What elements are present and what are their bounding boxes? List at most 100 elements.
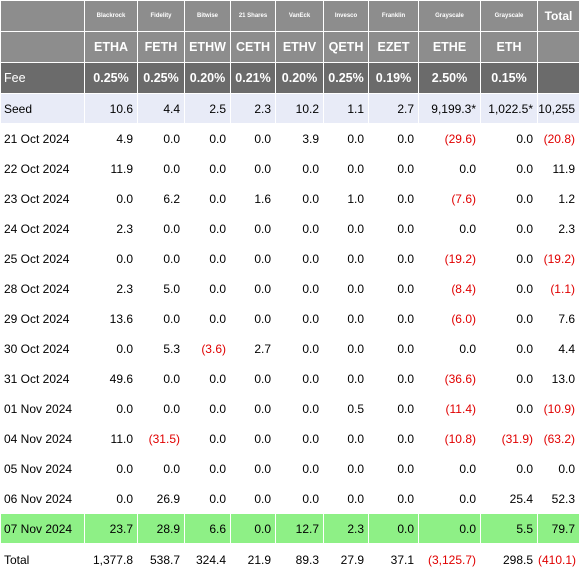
row-total: (1.1) [537,273,579,304]
row-label: 30 Oct 2024 [0,333,85,364]
flow-value: 0.0 [418,333,481,364]
flow-value: 0.0 [480,273,538,304]
table-row: 24 Oct 2024 2.3 0.0 0.0 0.0 0.0 0.0 0.0 … [0,213,579,244]
fee-value: 2.50% [418,62,481,94]
fee-value: 0.25% [84,62,138,94]
flow-value: 0.0 [418,453,481,484]
provider-name: Franklin [368,0,419,32]
flow-value: 1.1 [323,93,369,124]
provider-header-row: Blackrock Fidelity Bitwise 21 Shares Van… [0,0,579,32]
flow-value: 10.6 [84,93,138,124]
flow-value: 4.4 [137,93,185,124]
flow-value: 0.0 [323,333,369,364]
flow-value: 0.0 [275,363,324,394]
flow-value: 0.0 [137,123,185,154]
flow-value: 0.0 [84,453,138,484]
flow-value: 0.0 [418,213,481,244]
flow-value: 0.0 [323,123,369,154]
flow-value: 0.0 [368,183,419,214]
flow-value: 0.0 [184,273,231,304]
flow-value: 0.0 [368,333,419,364]
total-value: 1,377.8 [84,543,138,576]
flow-value: 0.0 [368,273,419,304]
flow-value: 0.0 [418,153,481,184]
corner-cell [0,0,85,32]
flow-value: 0.0 [323,153,369,184]
flow-value: 0.0 [275,423,324,454]
flow-value: 3.9 [275,123,324,154]
corner-cell [0,31,85,63]
flow-value: 0.0 [480,303,538,334]
flow-value: 25.4 [480,483,538,514]
flow-value: 0.0 [184,423,231,454]
table-row: Seed 10.6 4.4 2.5 2.3 10.2 1.1 2.7 9,199… [0,93,579,124]
flow-value: 0.0 [184,303,231,334]
corner-cell [537,62,579,94]
table-row: 31 Oct 2024 49.6 0.0 0.0 0.0 0.0 0.0 0.0… [0,363,579,394]
row-total: 0.0 [537,453,579,484]
flow-value: 0.0 [275,243,324,274]
flow-value: (8.4) [418,273,481,304]
flow-value: 0.0 [368,213,419,244]
table-row: 25 Oct 2024 0.0 0.0 0.0 0.0 0.0 0.0 0.0 … [0,243,579,274]
flow-value: 6.2 [137,183,185,214]
grand-total: (410.1) [537,543,579,576]
flow-value: (10.8) [418,423,481,454]
total-value: 27.9 [323,543,369,576]
total-column-header: Total [537,0,579,32]
flow-value: 0.0 [137,303,185,334]
fee-value: 0.25% [323,62,369,94]
flow-value: 26.9 [137,483,185,514]
flow-value: 0.0 [230,153,276,184]
flow-value: 0.0 [184,123,231,154]
provider-name: Fidelity [137,0,185,32]
flow-value: 0.0 [418,513,481,544]
flow-value: 1.0 [323,183,369,214]
flow-value: 0.0 [323,303,369,334]
row-total: (19.2) [537,243,579,274]
flow-value: 0.0 [275,153,324,184]
flow-value: 2.7 [368,93,419,124]
flow-value: 0.0 [137,393,185,424]
fee-value: 0.19% [368,62,419,94]
ticker-label: ETH [480,31,538,63]
flow-value: 0.0 [323,273,369,304]
ticker-label: EZET [368,31,419,63]
flow-value: 0.0 [230,483,276,514]
flow-value: 0.0 [230,213,276,244]
flow-value: (7.6) [418,183,481,214]
row-total: 11.9 [537,153,579,184]
row-label: 07 Nov 2024 [0,513,85,544]
provider-name: Blackrock [84,0,138,32]
row-label: 05 Nov 2024 [0,453,85,484]
flow-value: 0.0 [184,363,231,394]
flow-value: 0.0 [480,453,538,484]
flow-value: 0.0 [480,213,538,244]
table-row: 04 Nov 2024 11.0 (31.5) 0.0 0.0 0.0 0.0 … [0,423,579,454]
table-row: 22 Oct 2024 11.9 0.0 0.0 0.0 0.0 0.0 0.0… [0,153,579,184]
total-value: 324.4 [184,543,231,576]
provider-name: Grayscale [480,0,538,32]
flow-value: 2.3 [230,93,276,124]
flow-value: 49.6 [84,363,138,394]
table-row: 21 Oct 2024 4.9 0.0 0.0 0.0 3.9 0.0 0.0 … [0,123,579,154]
row-label: 28 Oct 2024 [0,273,85,304]
flow-value: 28.9 [137,513,185,544]
flow-value: 0.0 [368,393,419,424]
flow-value: 5.3 [137,333,185,364]
fee-value: 0.20% [184,62,231,94]
flow-value: (3.6) [184,333,231,364]
flow-value: 0.5 [323,393,369,424]
row-label: 24 Oct 2024 [0,213,85,244]
provider-name: Invesco [323,0,369,32]
fee-row: Fee 0.25% 0.25% 0.20% 0.21% 0.20% 0.25% … [0,62,579,94]
flow-value: 0.0 [275,303,324,334]
flow-value: 0.0 [323,213,369,244]
row-label: 01 Nov 2024 [0,393,85,424]
flow-value: 5.0 [137,273,185,304]
flow-value: 0.0 [184,153,231,184]
ticker-label: ETHW [184,31,231,63]
flow-value: 2.7 [230,333,276,364]
flow-value: 0.0 [480,183,538,214]
row-total: 52.3 [537,483,579,514]
